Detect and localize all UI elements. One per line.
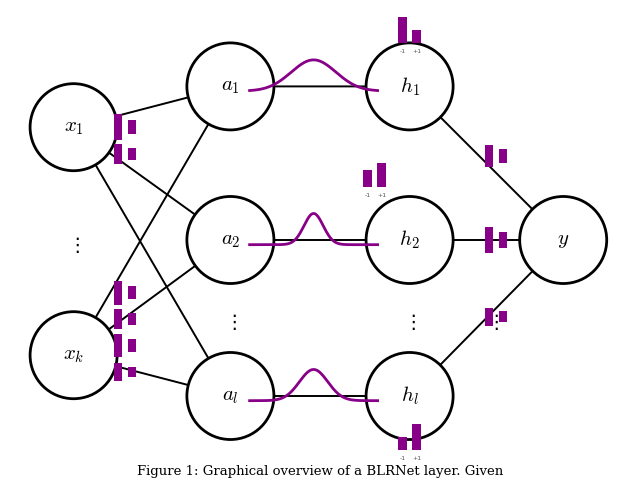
Bar bbox=[499, 311, 507, 323]
Text: $a_2$: $a_2$ bbox=[221, 230, 240, 250]
Bar bbox=[485, 308, 493, 326]
Bar bbox=[378, 163, 385, 187]
Text: $h_1$: $h_1$ bbox=[399, 75, 420, 97]
Bar bbox=[114, 363, 122, 381]
Ellipse shape bbox=[366, 196, 453, 284]
Bar bbox=[398, 17, 407, 43]
Text: $\vdots$: $\vdots$ bbox=[403, 312, 416, 332]
Ellipse shape bbox=[366, 43, 453, 130]
Text: +1: +1 bbox=[377, 193, 386, 198]
Ellipse shape bbox=[187, 43, 274, 130]
Bar bbox=[364, 170, 371, 187]
Ellipse shape bbox=[187, 352, 274, 440]
Bar bbox=[128, 339, 136, 352]
Bar bbox=[499, 149, 507, 163]
Bar bbox=[128, 120, 136, 134]
Text: $y$: $y$ bbox=[557, 230, 570, 250]
Text: -1: -1 bbox=[364, 193, 371, 198]
Ellipse shape bbox=[187, 196, 274, 284]
Ellipse shape bbox=[30, 312, 117, 399]
Bar bbox=[485, 145, 493, 167]
Bar bbox=[114, 309, 122, 329]
Bar bbox=[128, 313, 136, 325]
Text: $x_k$: $x_k$ bbox=[63, 346, 84, 365]
Text: -1: -1 bbox=[399, 456, 406, 461]
Bar bbox=[128, 367, 136, 377]
Bar bbox=[128, 286, 136, 300]
Text: $h_2$: $h_2$ bbox=[399, 229, 420, 251]
Text: $a_l$: $a_l$ bbox=[222, 386, 239, 406]
Bar bbox=[398, 437, 407, 450]
Bar bbox=[412, 30, 421, 43]
Bar bbox=[114, 281, 122, 305]
Ellipse shape bbox=[366, 352, 453, 440]
Text: $h_l$: $h_l$ bbox=[401, 385, 419, 407]
Text: $\vdots$: $\vdots$ bbox=[486, 312, 499, 332]
Text: $a_1$: $a_1$ bbox=[221, 77, 240, 96]
Ellipse shape bbox=[520, 196, 607, 284]
Bar bbox=[485, 227, 493, 253]
Text: -1: -1 bbox=[399, 49, 406, 54]
Ellipse shape bbox=[30, 84, 117, 171]
Text: $x_1$: $x_1$ bbox=[63, 118, 84, 137]
Text: $\vdots$: $\vdots$ bbox=[224, 312, 237, 332]
Text: $\vdots$: $\vdots$ bbox=[67, 235, 80, 255]
Bar bbox=[114, 144, 122, 164]
Bar bbox=[499, 232, 507, 248]
Bar bbox=[114, 114, 122, 140]
Text: +1: +1 bbox=[412, 49, 421, 54]
Text: Figure 1: Graphical overview of a BLRNet layer. Given: Figure 1: Graphical overview of a BLRNet… bbox=[137, 465, 503, 478]
Bar bbox=[412, 424, 421, 450]
Text: +1: +1 bbox=[412, 456, 421, 461]
Bar bbox=[128, 148, 136, 159]
Bar bbox=[114, 334, 122, 358]
